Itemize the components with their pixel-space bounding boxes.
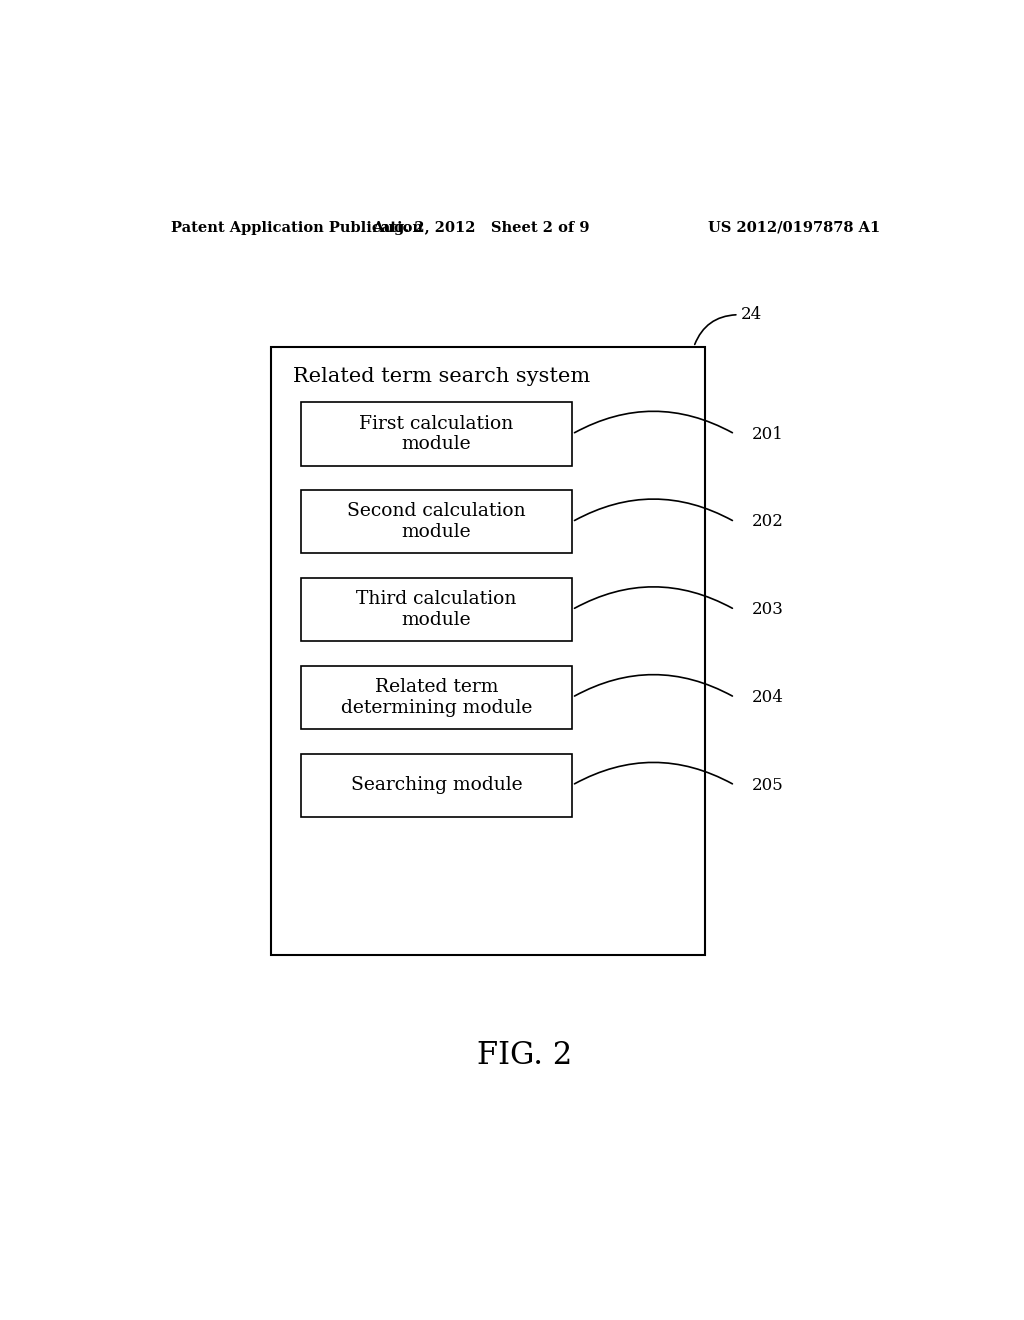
Bar <box>271 347 706 956</box>
Bar <box>301 665 572 729</box>
Bar <box>301 754 572 817</box>
Text: 203: 203 <box>752 601 783 618</box>
Text: Aug. 2, 2012   Sheet 2 of 9: Aug. 2, 2012 Sheet 2 of 9 <box>372 220 590 235</box>
Text: US 2012/0197878 A1: US 2012/0197878 A1 <box>708 220 880 235</box>
Text: FIG. 2: FIG. 2 <box>477 1040 572 1071</box>
Text: 205: 205 <box>752 776 783 793</box>
Text: First calculation
module: First calculation module <box>359 414 514 454</box>
Text: 204: 204 <box>752 689 783 706</box>
Text: 24: 24 <box>741 306 762 323</box>
Text: Patent Application Publication: Patent Application Publication <box>171 220 423 235</box>
Bar <box>301 403 572 466</box>
Text: Third calculation
module: Third calculation module <box>356 590 517 630</box>
Bar <box>301 490 572 553</box>
Text: Second calculation
module: Second calculation module <box>347 503 525 541</box>
Text: 202: 202 <box>752 513 783 531</box>
Bar <box>301 578 572 642</box>
Text: Searching module: Searching module <box>350 776 522 795</box>
Text: Related term search system: Related term search system <box>293 367 590 385</box>
Text: Related term
determining module: Related term determining module <box>341 678 532 717</box>
Text: 201: 201 <box>752 425 783 442</box>
